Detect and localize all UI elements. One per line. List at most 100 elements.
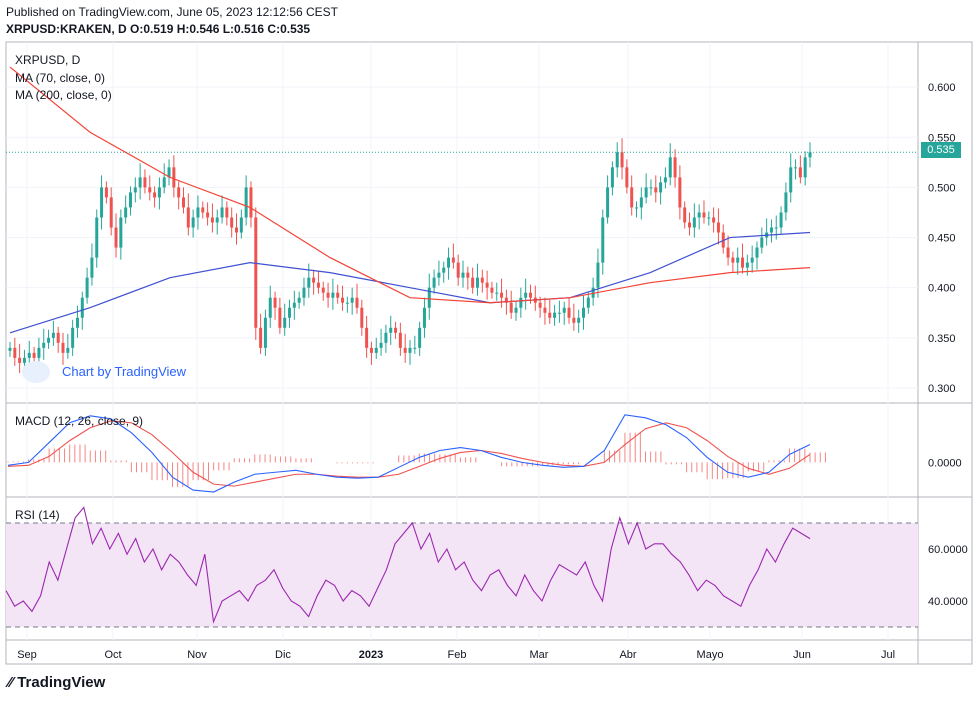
candle-body xyxy=(389,328,392,333)
candle-body xyxy=(780,212,783,227)
last-price-badge: 0.535 xyxy=(921,142,961,158)
candle-body xyxy=(760,238,763,248)
rsi-legend: RSI (14) xyxy=(15,508,60,522)
candle-body xyxy=(360,308,363,328)
ma70-line xyxy=(10,233,810,333)
candle-body xyxy=(553,313,556,318)
candle-body xyxy=(404,348,407,353)
candle-body xyxy=(539,303,542,308)
candle-body xyxy=(519,298,522,308)
price-tick-label: 0.350 xyxy=(928,333,956,345)
ma70-legend: MA (70, close, 0) xyxy=(15,71,105,85)
candle-body xyxy=(23,358,26,363)
candle-body xyxy=(177,187,180,197)
candle-body xyxy=(293,303,296,308)
candle-body xyxy=(57,333,60,343)
candle-body xyxy=(462,273,465,278)
rsi-band xyxy=(6,523,918,627)
candle-body xyxy=(688,223,691,228)
candle-body xyxy=(587,298,590,308)
x-tick-label: Jul xyxy=(881,649,895,661)
candle-body xyxy=(452,258,455,263)
candle-body xyxy=(674,157,677,177)
rsi-tick-label: 40.0000 xyxy=(928,596,968,608)
candle-body xyxy=(192,217,195,227)
x-tick-label: 2023 xyxy=(359,649,383,661)
price-tick-label: 0.500 xyxy=(928,182,956,194)
candle-body xyxy=(148,187,151,192)
candle-body xyxy=(143,177,146,187)
candle-body xyxy=(649,187,652,188)
candle-body xyxy=(336,293,339,298)
rsi-tick-label: 60.0000 xyxy=(928,544,968,556)
candle-body xyxy=(558,313,561,314)
candle-body xyxy=(770,228,773,233)
candle-body xyxy=(351,298,354,303)
candle-body xyxy=(529,293,532,298)
candle-body xyxy=(457,263,460,278)
candle-body xyxy=(712,217,715,222)
candle-body xyxy=(76,318,79,328)
candle-body xyxy=(442,268,445,273)
candle-body xyxy=(515,308,518,313)
candle-body xyxy=(52,333,55,338)
candle-body xyxy=(42,343,45,348)
candle-body xyxy=(596,263,599,288)
x-tick-label: Sep xyxy=(17,649,37,661)
candle-body xyxy=(630,187,633,207)
candle-body xyxy=(86,278,89,298)
candle-body xyxy=(182,197,185,207)
candle-body xyxy=(698,212,701,217)
candle-body xyxy=(495,293,498,294)
candle-body xyxy=(486,283,489,288)
candle-body xyxy=(471,278,474,288)
candle-body xyxy=(702,212,705,217)
candle-body xyxy=(230,217,233,227)
tradingview-footer-logo: ⁄⁄ TradingView xyxy=(8,674,105,691)
candle-body xyxy=(134,187,137,192)
candle-body xyxy=(317,283,320,288)
x-tick-label: Abr xyxy=(619,649,636,661)
price-tick-label: 0.450 xyxy=(928,233,956,245)
candle-body xyxy=(18,358,21,363)
candle-body xyxy=(105,187,108,197)
candle-body xyxy=(235,228,238,233)
candle-body xyxy=(755,248,758,258)
candle-body xyxy=(298,298,301,303)
candle-body xyxy=(221,207,224,217)
candle-body xyxy=(95,217,98,257)
candle-body xyxy=(809,152,812,157)
candle-body xyxy=(288,308,291,318)
ma200-line xyxy=(10,67,810,303)
candle-body xyxy=(717,223,720,233)
candle-body xyxy=(664,177,667,182)
candle-body xyxy=(789,167,792,192)
candle-body xyxy=(582,308,585,318)
candle-body xyxy=(394,328,397,333)
candle-body xyxy=(736,258,739,263)
candle-body xyxy=(751,258,754,263)
candle-body xyxy=(370,348,373,353)
candle-body xyxy=(196,207,199,217)
candle-body xyxy=(327,293,330,298)
candle-body xyxy=(659,182,662,192)
candle-body xyxy=(341,298,344,303)
candle-body xyxy=(153,192,156,197)
candle-body xyxy=(654,187,657,192)
candle-body xyxy=(418,328,421,348)
ma200-legend: MA (200, close, 0) xyxy=(15,88,112,102)
candle-body xyxy=(66,348,69,353)
candle-body xyxy=(9,348,12,351)
candle-body xyxy=(625,167,628,187)
candle-body xyxy=(645,187,648,197)
candle-body xyxy=(606,187,609,217)
candle-body xyxy=(110,197,113,227)
candle-body xyxy=(380,343,383,348)
chart-by-tradingview[interactable]: Chart by TradingView xyxy=(62,364,186,379)
candle-body xyxy=(124,207,127,217)
candle-body xyxy=(322,288,325,293)
candle-body xyxy=(433,278,436,288)
candle-body xyxy=(746,263,749,268)
candle-body xyxy=(274,298,277,308)
